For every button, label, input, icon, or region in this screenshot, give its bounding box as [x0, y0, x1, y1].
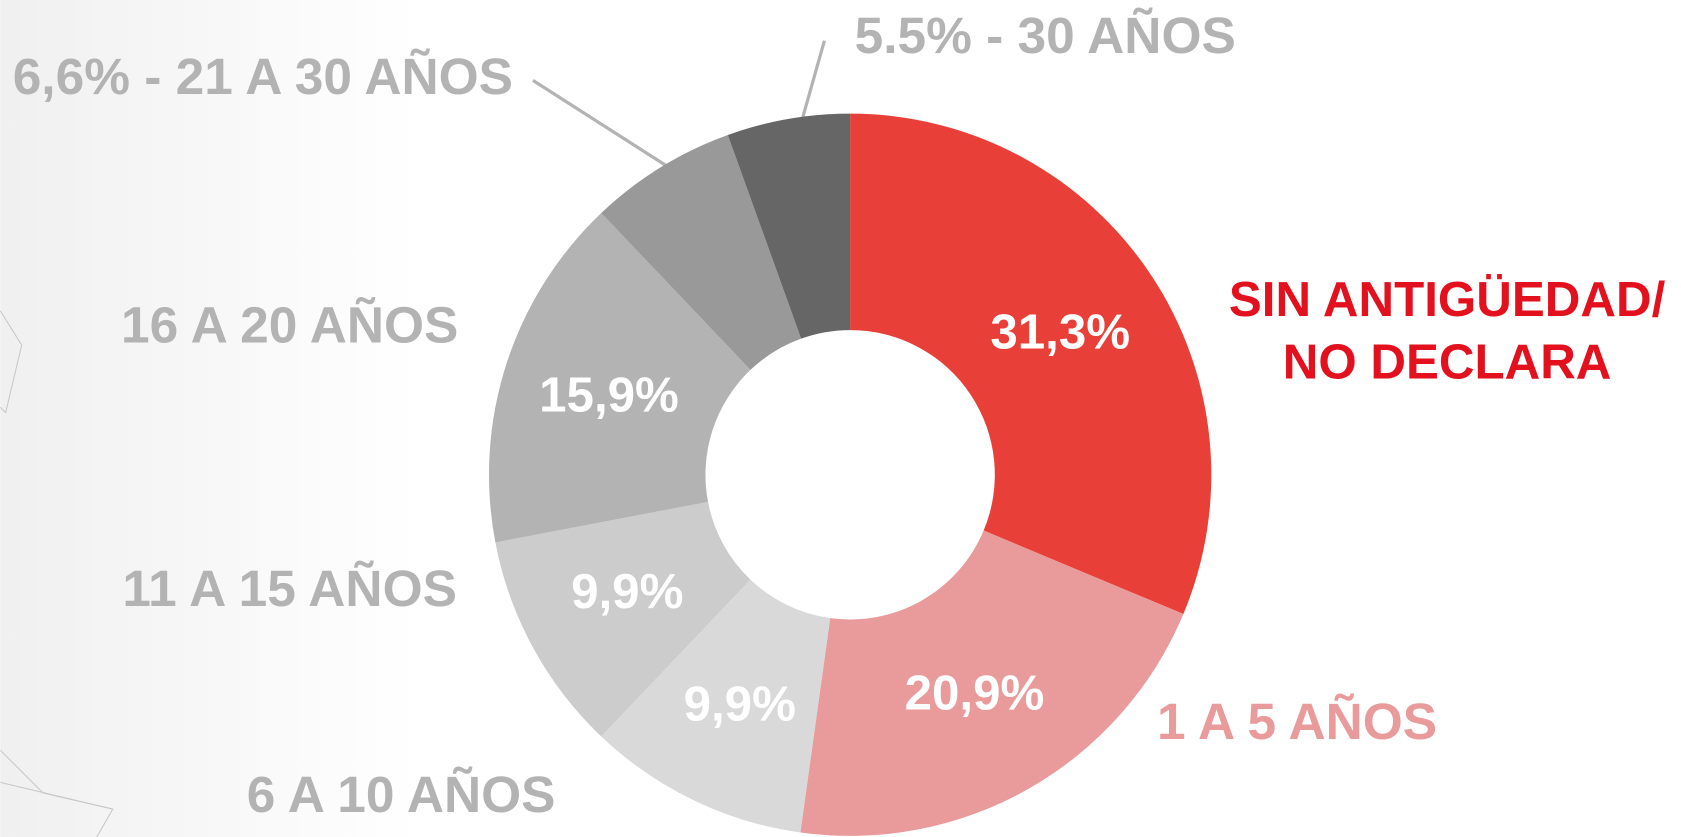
slice	[850, 113, 1212, 615]
value-label: 9,9%	[571, 564, 683, 619]
slice	[601, 579, 831, 833]
slice	[601, 134, 802, 370]
value-label: 9,9%	[684, 676, 796, 731]
category-label-box: SIN ANTIGÜEDAD/ NO DECLARA	[1228, 271, 1666, 390]
category-label: SIN ANTIGÜEDAD/ NO DECLARA	[1228, 271, 1666, 390]
slice	[800, 530, 1184, 836]
category-label: 16 A 20 AÑOS	[121, 296, 458, 354]
decoration	[0, 310, 114, 837]
category-label: 6 A 10 AÑOS	[247, 765, 556, 823]
category-label: 5.5% - 30 AÑOS	[855, 6, 1236, 64]
value-label: 20,9%	[905, 666, 1045, 721]
slice	[488, 213, 751, 543]
slice	[495, 501, 751, 737]
value-label: 15,9%	[539, 368, 679, 423]
category-label: 1 A 5 AÑOS	[1157, 692, 1437, 750]
category-label: 11 A 15 AÑOS	[122, 559, 457, 617]
slice	[727, 113, 851, 339]
value-label: 31,3%	[990, 304, 1130, 359]
category-label: 6,6% - 21 A 30 AÑOS	[13, 47, 513, 105]
